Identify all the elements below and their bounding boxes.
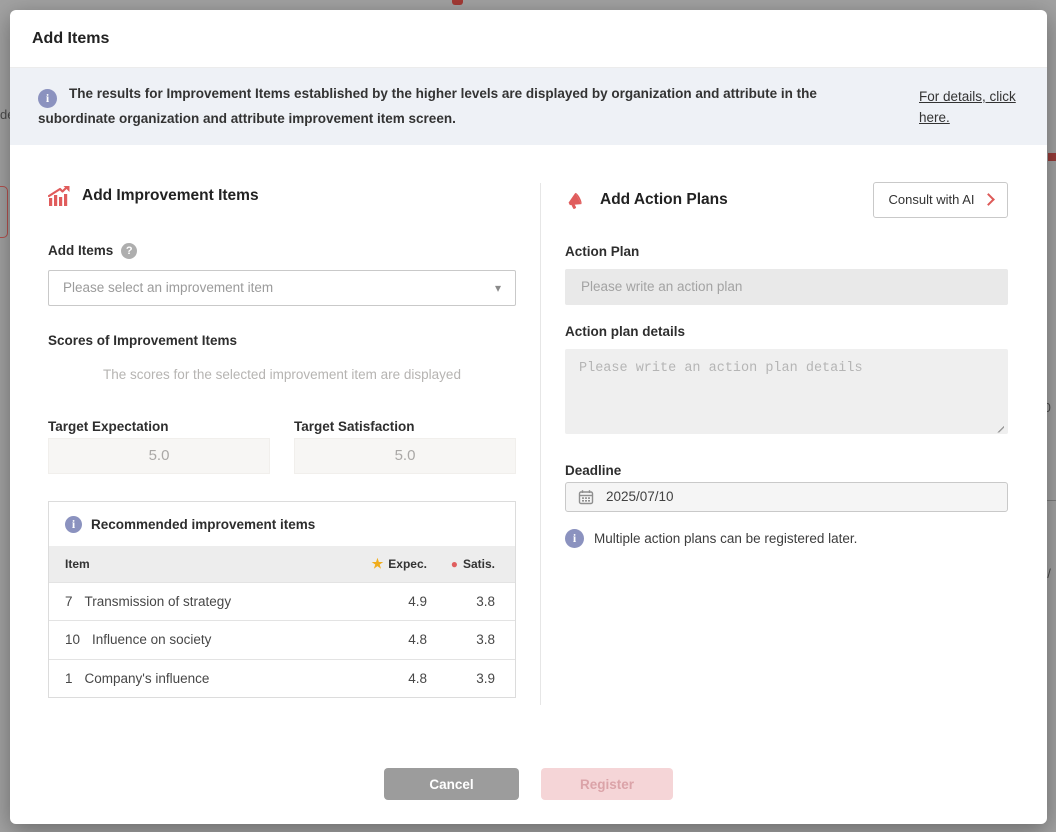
target-expectation-label: Target Expectation xyxy=(48,418,169,434)
star-icon: ★ xyxy=(371,555,384,571)
column-header-expec: ★ Expec. xyxy=(357,556,427,572)
improvement-items-header: Add Improvement Items xyxy=(48,184,516,208)
register-button[interactable]: Register xyxy=(541,768,673,800)
info-banner: i The results for Improvement Items estab… xyxy=(10,68,1047,145)
dialog-title: Add Items xyxy=(32,29,110,47)
row-item: 10 Influence on society xyxy=(65,632,357,647)
column-header-expec-label: Expec. xyxy=(388,556,427,571)
info-icon: i xyxy=(565,528,584,548)
column-header-satis: ● Satis. xyxy=(427,557,495,571)
deadline-value: 2025/07/10 xyxy=(606,489,674,504)
table-row[interactable]: 10 Influence on society 4.8 3.8 xyxy=(49,620,515,659)
row-expec: 4.8 xyxy=(408,670,427,686)
row-item: 7 Transmission of strategy xyxy=(65,594,357,609)
deadline-input[interactable]: 2025/07/10 xyxy=(565,481,1008,512)
improvement-items-title: Add Improvement Items xyxy=(82,186,259,204)
info-banner-text-wrap: i The results for Improvement Items estab… xyxy=(38,83,919,130)
dialog-body: Add Improvement Items Add Items ? Please… xyxy=(10,145,1047,767)
row-number: 10 xyxy=(65,632,81,648)
recommended-items-box: i Recommended improvement items Item ★ E… xyxy=(48,500,516,699)
row-number: 1 xyxy=(65,670,73,686)
improvement-item-select-placeholder: Please select an improvement item xyxy=(63,280,274,295)
add-items-dialog: Add Items i The results for Improvement I… xyxy=(10,10,1047,824)
action-plan-details-textarea[interactable] xyxy=(565,348,1008,434)
row-satis: 3.9 xyxy=(476,670,495,686)
row-item: 1 Company's influence xyxy=(65,671,357,686)
scores-title: Scores of Improvement Items xyxy=(48,332,238,348)
action-plans-header: Add Action Plans Consult with AI xyxy=(565,181,1008,218)
recommended-items-header-row: Item ★ Expec. ● Satis. xyxy=(49,545,515,582)
action-plan-label: Action Plan xyxy=(565,243,640,259)
satisfaction-dot-icon: ● xyxy=(450,556,458,571)
background-fragment-red-dot xyxy=(452,0,463,5)
target-satisfaction-field: Target Satisfaction xyxy=(294,419,516,474)
consult-with-ai-button[interactable]: Consult with AI xyxy=(873,181,1008,218)
row-expec: 4.8 xyxy=(408,632,427,648)
action-plans-title: Add Action Plans xyxy=(600,190,728,208)
row-expec: 4.9 xyxy=(408,593,427,609)
improvement-item-select[interactable]: Please select an improvement item ▾ xyxy=(48,269,516,306)
improvement-items-section: Add Improvement Items Add Items ? Please… xyxy=(48,184,516,699)
row-name: Transmission of strategy xyxy=(84,593,232,609)
column-header-satis-label: Satis. xyxy=(462,556,495,571)
row-satis: 3.8 xyxy=(476,632,495,648)
chevron-right-icon xyxy=(981,193,995,206)
background-fragment-red-strip xyxy=(1048,153,1056,161)
add-items-label-row: Add Items ? xyxy=(48,242,516,259)
recommended-items-title-row: i Recommended improvement items xyxy=(49,502,515,546)
deadline-label: Deadline xyxy=(565,462,622,478)
help-icon[interactable]: ? xyxy=(121,242,138,259)
row-name: Influence on society xyxy=(92,632,212,648)
row-satis: 3.8 xyxy=(476,593,495,609)
details-link[interactable]: For details, click here. xyxy=(919,89,1016,125)
dialog-footer: Cancel Register xyxy=(10,768,1047,800)
note-row: i Multiple action plans can be registere… xyxy=(565,528,1008,548)
calendar-icon xyxy=(578,489,594,505)
action-plan-details-wrap xyxy=(565,348,1008,439)
info-icon: i xyxy=(38,88,57,108)
chevron-down-icon: ▾ xyxy=(494,280,501,295)
megaphone-icon xyxy=(565,189,588,211)
row-name: Company's influence xyxy=(84,670,210,686)
info-banner-text: The results for Improvement Items establ… xyxy=(38,86,817,126)
background-fragment-red-outline xyxy=(0,186,8,238)
recommended-items-title: Recommended improvement items xyxy=(91,516,316,532)
target-satisfaction-input[interactable] xyxy=(294,437,516,474)
row-number: 7 xyxy=(65,593,73,609)
resize-handle[interactable] xyxy=(994,422,1004,433)
trending-chart-icon xyxy=(48,185,70,206)
action-plans-title-wrap: Add Action Plans xyxy=(565,189,728,211)
table-row[interactable]: 1 Company's influence 4.8 3.9 xyxy=(49,658,515,698)
column-header-item: Item xyxy=(65,556,90,571)
target-expectation-field: Target Expectation xyxy=(48,419,270,474)
action-plan-input[interactable] xyxy=(565,268,1008,305)
targets-row: Target Expectation Target Satisfaction xyxy=(48,419,516,474)
target-expectation-input[interactable] xyxy=(48,437,270,474)
add-items-label: Add Items xyxy=(48,243,114,258)
note-text: Multiple action plans can be registered … xyxy=(594,530,858,546)
info-icon: i xyxy=(65,515,82,533)
column-divider xyxy=(540,182,541,705)
action-plans-section: Add Action Plans Consult with AI Action … xyxy=(565,181,1008,548)
consult-with-ai-label: Consult with AI xyxy=(888,192,975,207)
scores-hint: The scores for the selected improvement … xyxy=(103,366,461,382)
target-satisfaction-label: Target Satisfaction xyxy=(294,418,415,434)
table-row[interactable]: 7 Transmission of strategy 4.9 3.8 xyxy=(49,581,515,621)
cancel-button[interactable]: Cancel xyxy=(384,768,519,800)
action-plan-details-label: Action plan details xyxy=(565,323,686,339)
background-fragment-line xyxy=(1047,500,1056,501)
dialog-header: Add Items xyxy=(10,10,1047,68)
